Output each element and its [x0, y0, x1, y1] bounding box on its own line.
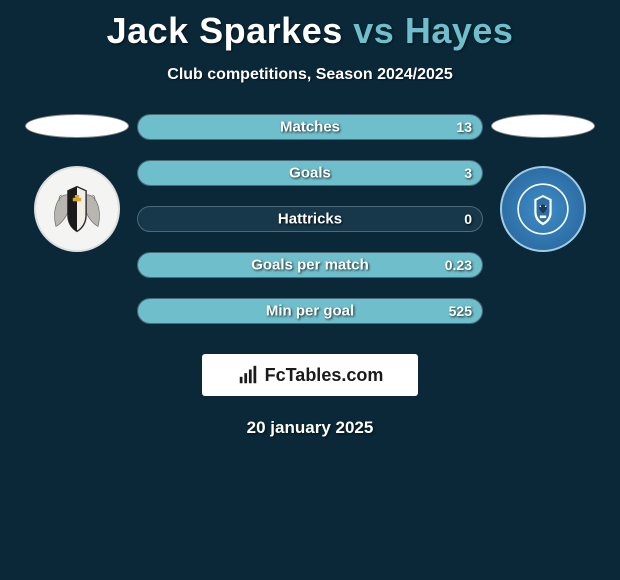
stat-row: Hattricks 0 [137, 206, 483, 232]
stat-value-right: 0 [464, 211, 472, 227]
brand-badge[interactable]: FcTables.com [202, 354, 418, 396]
vs-text: vs [353, 10, 394, 51]
stat-row: Min per goal 525 [137, 298, 483, 324]
comparison-title: Jack Sparkes vs Hayes [0, 0, 620, 52]
brand-text: FcTables.com [265, 365, 384, 386]
bar-chart-icon [237, 364, 259, 386]
stat-label: Goals per match [251, 257, 369, 274]
stat-label: Goals [289, 165, 331, 182]
player2-club-crest-icon [500, 166, 586, 252]
date-text: 20 january 2025 [0, 418, 620, 438]
stat-value-right: 13 [456, 119, 472, 135]
comparison-body: Matches 13 Goals 3 Hattricks 0 Goals per match… [0, 114, 620, 324]
stat-label: Matches [280, 119, 340, 136]
stats-column: Matches 13 Goals 3 Hattricks 0 Goals per match… [137, 114, 483, 324]
stat-row: Goals 3 [137, 160, 483, 186]
player2-name: Hayes [405, 10, 514, 51]
stat-value-right: 3 [464, 165, 472, 181]
stat-value-right: 0.23 [445, 257, 472, 273]
stat-row: Matches 13 [137, 114, 483, 140]
player1-column [17, 114, 137, 252]
stat-label: Hattricks [278, 211, 342, 228]
subtitle: Club competitions, Season 2024/2025 [0, 66, 620, 84]
player1-flag-icon [25, 114, 129, 138]
stat-label: Min per goal [266, 303, 354, 320]
stat-value-right: 525 [449, 303, 472, 319]
stat-row: Goals per match 0.23 [137, 252, 483, 278]
player2-column [483, 114, 603, 252]
player1-name: Jack Sparkes [107, 10, 343, 51]
player1-club-crest-icon [34, 166, 120, 252]
player2-flag-icon [491, 114, 595, 138]
